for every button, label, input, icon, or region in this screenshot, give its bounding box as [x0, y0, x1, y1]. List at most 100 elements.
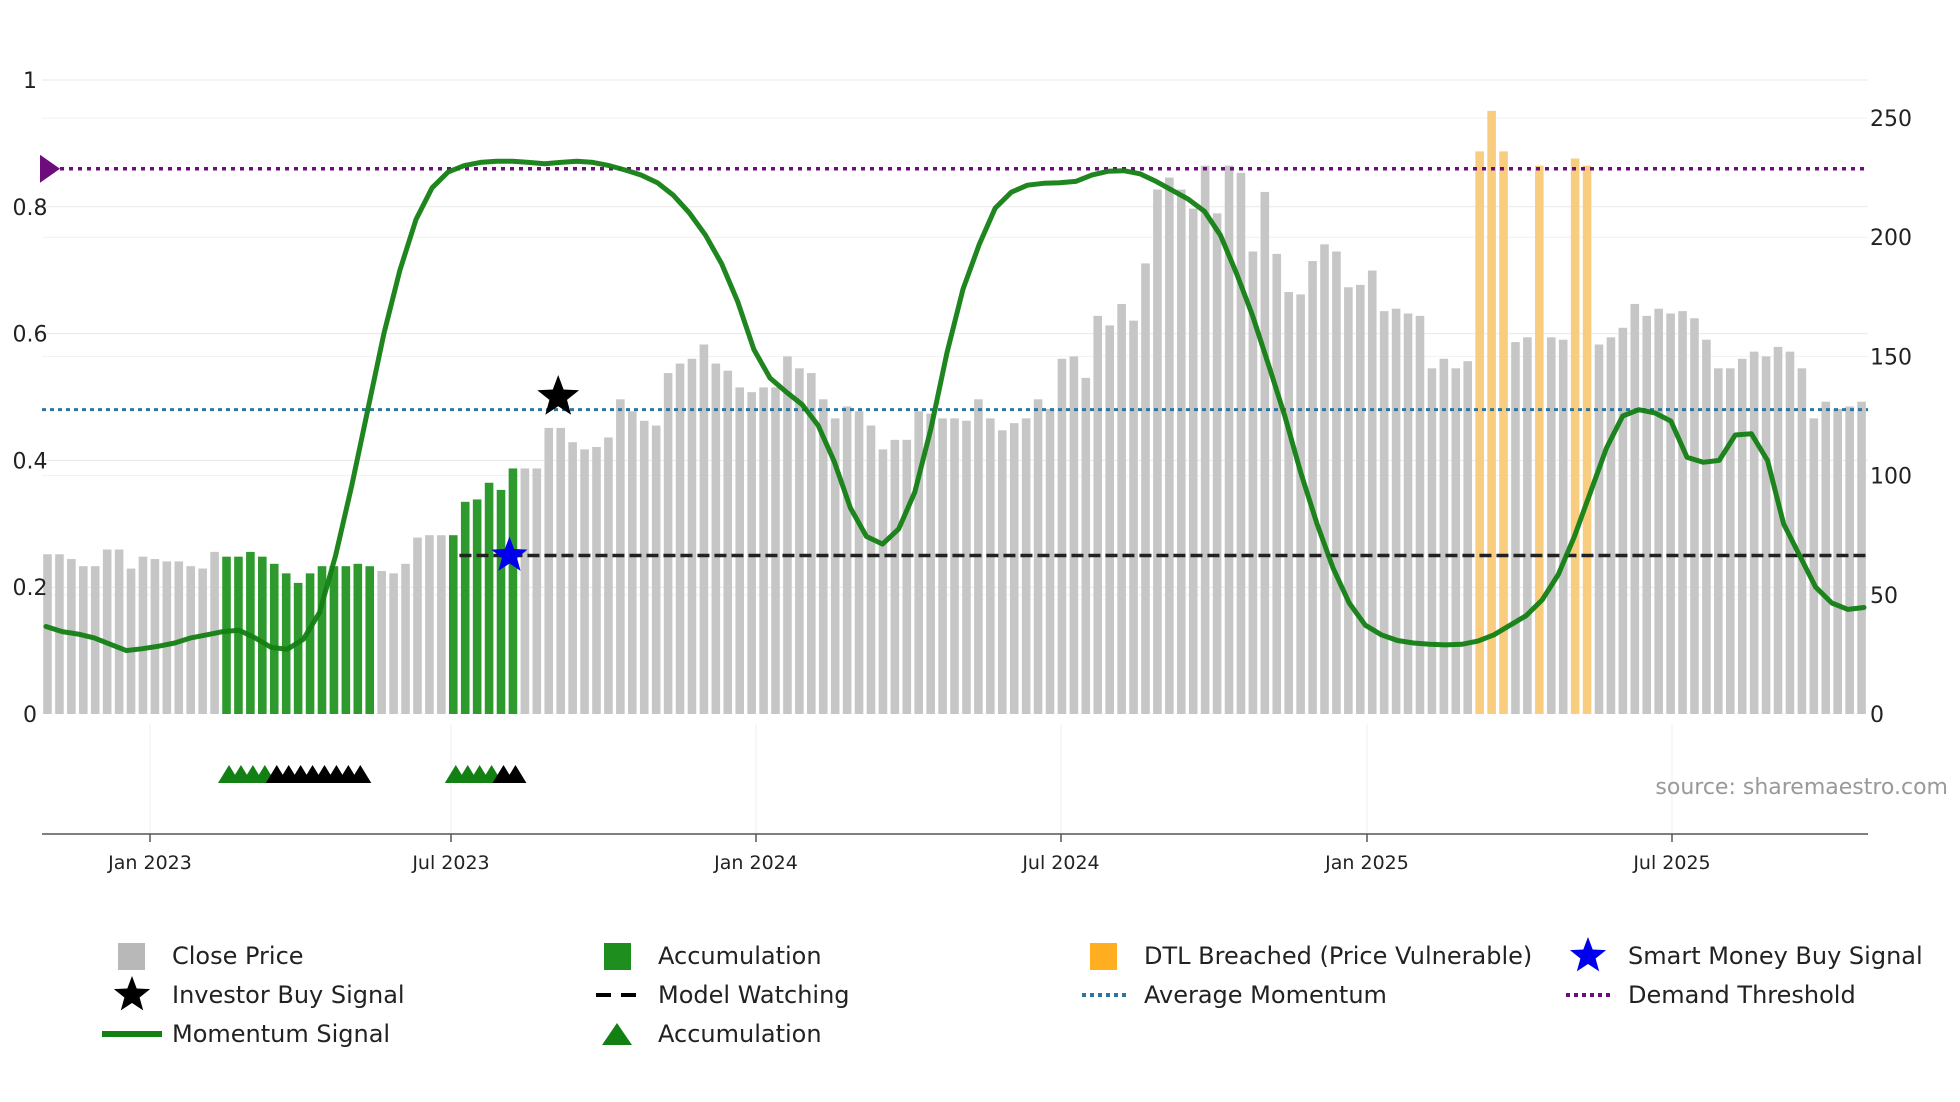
accumulation-bar	[281, 573, 291, 714]
close-price-bar	[162, 561, 172, 714]
legend-label: Accumulation	[658, 942, 822, 970]
accumulation-bar	[329, 566, 339, 714]
close-price-bar	[556, 427, 565, 714]
legend-item: Momentum Signal	[102, 1020, 390, 1048]
close-price-bar	[79, 566, 88, 714]
left-axis-tick: 0	[23, 703, 37, 728]
close-price-bar	[1415, 315, 1425, 714]
close-price-bar	[950, 418, 959, 714]
accumulation-bar	[484, 482, 494, 714]
close-price-bar	[675, 363, 685, 714]
dtl-breached-bar	[1570, 158, 1580, 714]
close-price-bar	[854, 411, 864, 714]
close-price-bar	[1857, 401, 1866, 714]
x-axis-tick-label: Jan 2024	[713, 852, 798, 874]
accumulation-bar	[293, 582, 303, 714]
close-price-bar	[1761, 356, 1771, 714]
close-price-bar	[604, 437, 613, 714]
level-lines	[40, 154, 1868, 558]
close-price-bar	[1379, 311, 1389, 714]
close-price-bar	[1427, 368, 1437, 714]
demand-threshold-marker	[40, 154, 60, 183]
close-price-bar	[1511, 342, 1520, 714]
legend-item: Smart Money Buy Signal	[1569, 937, 1923, 972]
legend-swatch	[1090, 943, 1117, 970]
close-price-bar	[687, 358, 697, 714]
close-price-bar	[735, 387, 745, 714]
x-axis-tick-label: Jul 2024	[1021, 852, 1099, 874]
close-price-bar	[67, 559, 76, 714]
legend-item: DTL Breached (Price Vulnerable)	[1090, 942, 1532, 970]
close-price-bar	[1224, 165, 1234, 714]
dtl-breached-bar	[1487, 110, 1496, 714]
close-price-bar	[544, 427, 554, 714]
accumulation-bar	[317, 566, 327, 714]
right-axis-tick: 100	[1870, 465, 1912, 490]
accumulation-bar	[234, 556, 243, 714]
close-price-bar	[986, 418, 995, 714]
signal-triangle	[349, 765, 372, 783]
close-price-bar	[1296, 294, 1305, 714]
close-price-bar	[1833, 408, 1842, 714]
close-price-bar	[1260, 191, 1270, 715]
momentum-signal-line	[43, 158, 1867, 654]
close-price-bar	[1117, 303, 1126, 714]
close-price-bar	[1845, 406, 1854, 714]
close-price-bar	[1797, 368, 1807, 714]
legend-label: Momentum Signal	[172, 1020, 390, 1048]
x-axis-tick-label: Jan 2023	[107, 852, 192, 874]
close-price-bar	[663, 373, 673, 714]
close-price-bar	[114, 549, 124, 714]
legend-item: Average Momentum	[1082, 981, 1387, 1009]
accumulation-bar	[222, 556, 231, 714]
close-price-bar	[1630, 303, 1640, 714]
accumulation-bar	[448, 535, 458, 714]
close-price-bar	[1558, 339, 1568, 714]
close-price-bar	[1009, 423, 1019, 714]
legend-label: Demand Threshold	[1628, 981, 1856, 1009]
accumulation-bar	[508, 468, 518, 714]
close-price-bar	[568, 442, 577, 714]
close-price-bar	[997, 430, 1007, 714]
close-price-bar	[532, 468, 542, 714]
close-price-bar	[1618, 327, 1628, 714]
close-price-bar	[1081, 377, 1091, 714]
legend-item: Model Watching	[596, 981, 850, 1009]
close-price-bar	[783, 356, 792, 714]
close-price-bar	[1809, 418, 1819, 714]
close-price-bar	[1057, 358, 1067, 714]
smart-money-buy-signal-star	[491, 536, 528, 571]
close-price-bar	[580, 449, 589, 714]
close-price-bar	[102, 549, 112, 714]
close-price-bar	[1714, 368, 1723, 714]
close-price-bar	[711, 363, 721, 714]
close-price-bar	[1284, 292, 1293, 714]
close-price-bar	[43, 554, 52, 714]
close-price-bar	[1356, 284, 1365, 714]
close-price-bar	[1439, 358, 1449, 714]
close-price-bar	[1546, 337, 1556, 714]
close-price-bar	[1093, 315, 1103, 714]
close-price-bar	[520, 468, 530, 714]
close-price-bar	[1344, 287, 1353, 714]
close-price-bar	[1367, 270, 1377, 714]
left-axis: 1 0 0.2 0.4 0.6 0.8	[13, 69, 48, 728]
close-price-bar	[842, 406, 852, 714]
legend-item: Demand Threshold	[1566, 981, 1856, 1009]
close-price-bar	[902, 439, 912, 714]
legend-label: Accumulation	[658, 1020, 822, 1048]
close-price-bar	[1463, 361, 1473, 714]
left-axis-tick: 0.2	[13, 576, 48, 601]
close-price-bar	[55, 554, 64, 714]
close-price-bar	[1606, 337, 1616, 714]
close-price-bar	[1523, 337, 1532, 714]
dtl-breached-bar	[1499, 151, 1508, 715]
close-price-bar	[1737, 358, 1747, 714]
close-price-bar	[1725, 368, 1735, 714]
close-price-bar	[1666, 313, 1675, 714]
legend-swatch	[604, 943, 631, 970]
left-axis-top-label: 1	[23, 69, 37, 94]
legend-item: Investor Buy Signal	[113, 976, 405, 1011]
x-axis: Jan 2023 Jul 2023 Jan 2024 Jul 2024 Jan 2025…	[42, 833, 1868, 874]
